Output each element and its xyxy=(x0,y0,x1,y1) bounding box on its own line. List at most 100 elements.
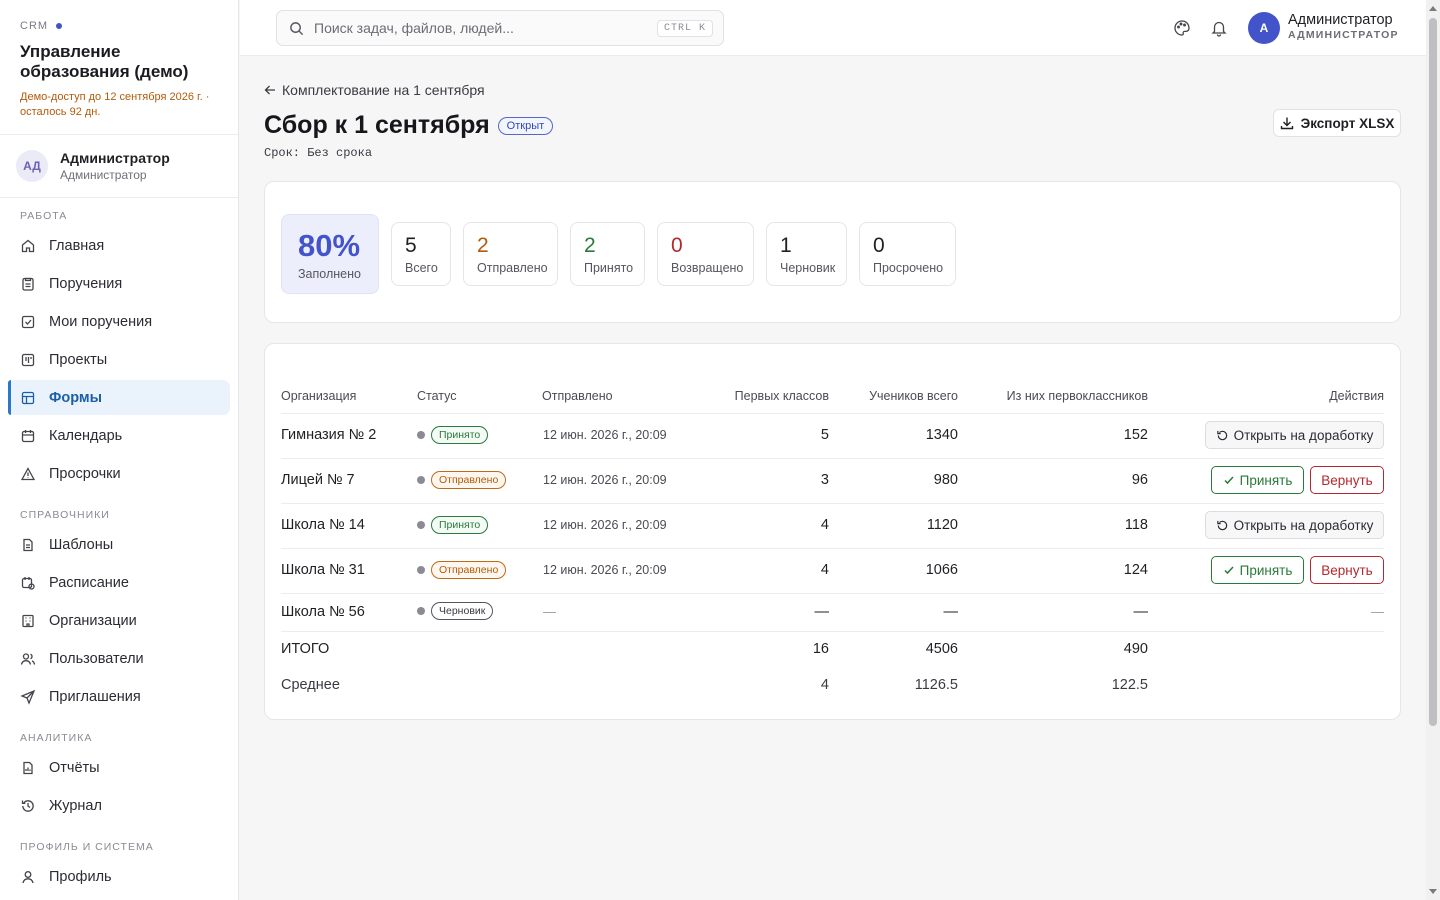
sent-date: — xyxy=(543,604,556,619)
sidebar-item-label: Профиль xyxy=(49,868,112,885)
stat-value: 0 xyxy=(671,234,683,257)
col-header-org[interactable]: Организация xyxy=(281,389,357,403)
total-first-graders: 490 xyxy=(1123,641,1148,657)
export-xlsx-button[interactable]: Экспорт XLSX xyxy=(1273,109,1401,137)
sidebar-item-overdue[interactable]: Просрочки xyxy=(8,456,230,491)
return-button[interactable]: Вернуть xyxy=(1310,556,1384,584)
col-header-status[interactable]: Статус xyxy=(417,389,457,403)
sidebar-item-organizations[interactable]: Организации xyxy=(8,603,230,638)
sidebar-item-journal[interactable]: Журнал xyxy=(8,788,230,823)
status-dot xyxy=(56,23,63,29)
students: 980 xyxy=(933,472,958,488)
average-students: 1126.5 xyxy=(914,677,958,693)
stat-accepted: 2 Принято xyxy=(570,222,645,286)
accept-button[interactable]: Принять xyxy=(1211,556,1304,584)
sidebar: CRM Управление образования (демо) Демо-д… xyxy=(0,0,239,900)
sidebar-item-my-tasks[interactable]: Мои поручения xyxy=(8,304,230,339)
history-icon xyxy=(21,799,34,812)
reopen-button[interactable]: Открыть на доработку xyxy=(1205,421,1384,449)
palette-icon xyxy=(1174,20,1190,36)
col-header-first-classes[interactable]: Первых классов xyxy=(734,389,829,403)
sidebar-item-label: Мои поручения xyxy=(49,313,153,330)
sidebar-item-label: Шаблоны xyxy=(49,536,114,553)
first-classes: 4 xyxy=(820,517,829,533)
sidebar-item-label: Пользователи xyxy=(49,650,144,667)
sidebar-item-label: Просрочки xyxy=(49,465,121,482)
row-status: Принято xyxy=(417,516,489,534)
section-work: РАБОТА xyxy=(20,210,68,222)
search-input[interactable]: Поиск задач, файлов, людей... CTRL K xyxy=(276,10,724,46)
sent-date: 12 июн. 2026 г., 20:09 xyxy=(543,563,667,577)
accept-label: Принять xyxy=(1239,562,1293,578)
stat-filled: 80% Заполнено xyxy=(281,214,379,294)
avatar: АД xyxy=(16,150,48,182)
sidebar-item-tasks[interactable]: Поручения xyxy=(8,266,230,301)
org-name: Школа № 56 xyxy=(281,604,365,620)
divider xyxy=(281,631,1384,632)
no-actions: — xyxy=(1371,604,1384,619)
arrow-left-icon xyxy=(264,85,275,95)
clipboard-icon xyxy=(22,277,34,291)
sidebar-item-users[interactable]: Пользователи xyxy=(8,641,230,676)
kanban-icon xyxy=(21,353,35,366)
divider xyxy=(281,503,1384,504)
sidebar-item-invitations[interactable]: Приглашения xyxy=(8,679,230,714)
section-analytics: АНАЛИТИКА xyxy=(20,732,93,744)
demo-notice: Демо-доступ до 12 сентября 2026 г. · ост… xyxy=(20,91,210,118)
shortcut-hint: CTRL K xyxy=(656,19,713,37)
row-status: Принято xyxy=(417,426,489,444)
check-icon xyxy=(1224,566,1234,575)
first-classes: — xyxy=(814,604,830,620)
sidebar-item-calendar[interactable]: Календарь xyxy=(8,418,230,453)
scroll-down-arrow[interactable] xyxy=(1429,889,1437,894)
stat-label: Заполнено xyxy=(298,267,361,281)
sidebar-item-label: Формы xyxy=(49,389,103,406)
scroll-thumb[interactable] xyxy=(1429,18,1437,726)
sidebar-item-label: Календарь xyxy=(49,427,123,444)
sidebar-item-label: Поручения xyxy=(49,275,123,292)
status-dot xyxy=(417,566,425,574)
reopen-button[interactable]: Открыть на доработку xyxy=(1205,511,1384,539)
status-pill: Черновик xyxy=(431,602,494,620)
scroll-up-arrow[interactable] xyxy=(1429,6,1437,11)
divider xyxy=(281,548,1384,549)
stat-label: Возвращено xyxy=(671,261,744,275)
col-header-first-graders[interactable]: Из них первоклассников xyxy=(1006,389,1148,403)
sidebar-item-profile[interactable]: Профиль xyxy=(8,859,230,894)
submissions-table: Организация Статус Отправлено Первых кла… xyxy=(264,343,1401,720)
students: 1066 xyxy=(925,562,958,578)
user-menu[interactable]: Администратор АДМИНИСТРАТОР xyxy=(1288,12,1399,41)
reopen-label: Открыть на доработку xyxy=(1233,517,1374,533)
sidebar-user[interactable]: АД Администратор Администратор xyxy=(0,135,238,198)
sidebar-item-label: Главная xyxy=(49,237,105,254)
students: 1340 xyxy=(925,427,958,443)
back-link[interactable]: Комплектование на 1 сентября xyxy=(264,82,485,98)
sidebar-item-reports[interactable]: Отчёты xyxy=(8,750,230,785)
row-status: Черновик xyxy=(417,602,494,620)
sidebar-item-home[interactable]: Главная xyxy=(8,228,230,263)
user-role: Администратор xyxy=(60,168,147,182)
sidebar-item-schedule[interactable]: Расписание xyxy=(8,565,230,600)
sidebar-item-projects[interactable]: Проекты xyxy=(8,342,230,377)
crm-label: CRM xyxy=(20,20,218,32)
status-dot xyxy=(417,521,425,529)
sidebar-item-templates[interactable]: Шаблоны xyxy=(8,527,230,562)
user-avatar[interactable]: А xyxy=(1248,12,1280,44)
col-header-students[interactable]: Учеников всего xyxy=(869,389,958,403)
search-placeholder: Поиск задач, файлов, людей... xyxy=(314,20,514,36)
sidebar-item-forms[interactable]: Формы xyxy=(8,380,230,415)
accept-button[interactable]: Принять xyxy=(1211,466,1304,494)
divider xyxy=(281,458,1384,459)
theme-button[interactable] xyxy=(1171,17,1193,39)
scrollbar[interactable] xyxy=(1426,0,1440,900)
org-title: Управление образования (демо) xyxy=(20,42,189,81)
notifications-button[interactable] xyxy=(1208,17,1230,39)
col-header-sent[interactable]: Отправлено xyxy=(542,389,613,403)
stat-value: 1 xyxy=(780,234,792,257)
first-classes: 4 xyxy=(820,562,829,578)
stat-value: 2 xyxy=(584,234,596,257)
return-button[interactable]: Вернуть xyxy=(1310,466,1384,494)
stat-value: 5 xyxy=(405,234,417,257)
first-graders: 96 xyxy=(1131,472,1148,488)
status-badge: Открыт xyxy=(497,116,554,135)
